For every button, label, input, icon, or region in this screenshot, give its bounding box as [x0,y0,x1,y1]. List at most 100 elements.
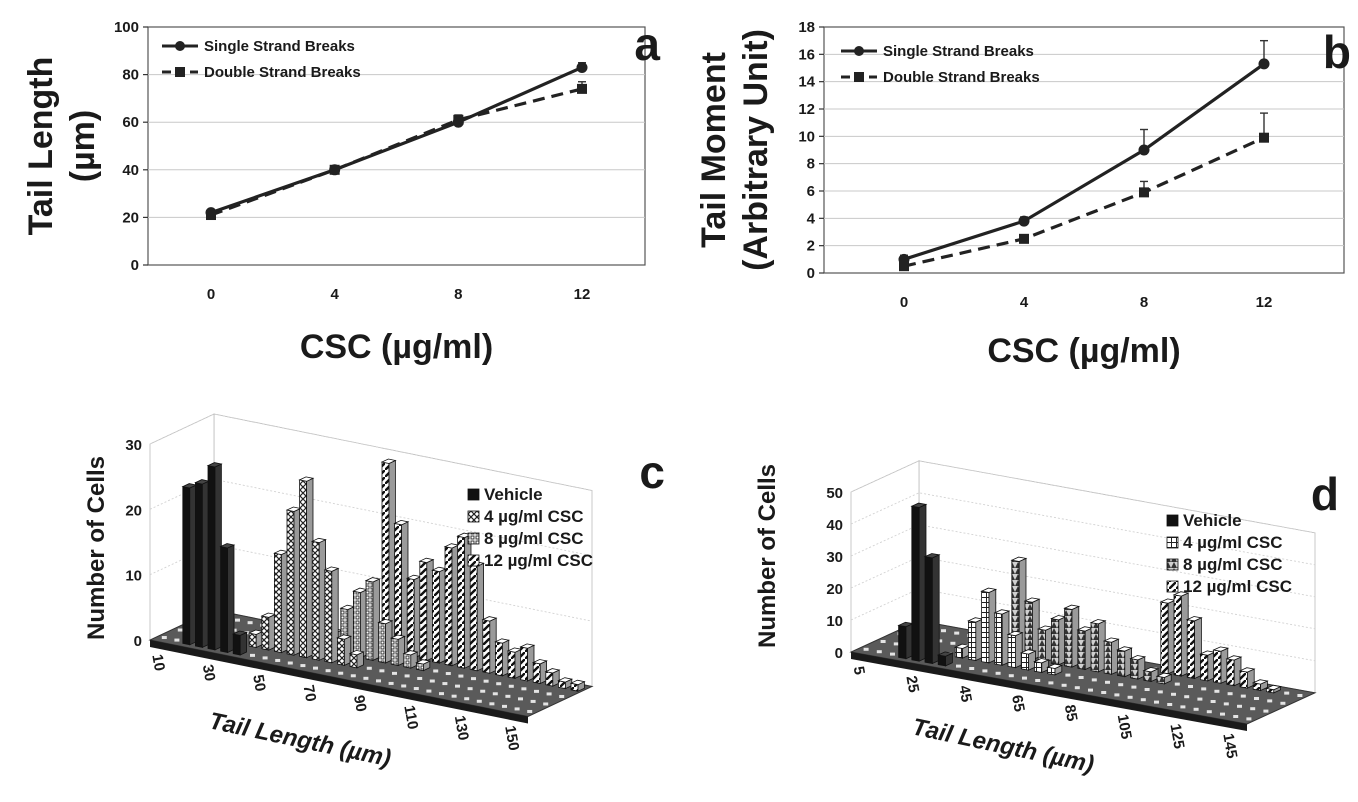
floor-cell [401,684,407,688]
bar-2-70 [323,566,340,664]
bar-4-115 [1199,650,1216,682]
floor-cell [1167,703,1173,706]
floor-cell [1127,695,1133,699]
bar-front [1064,607,1073,668]
data-point [1139,187,1149,198]
floor-cell [521,687,527,691]
bar-top [481,616,498,622]
y-tick-label: 12 [798,101,815,118]
floor-cell [476,699,482,703]
gridline [850,492,1316,566]
x-tick-label: 0 [207,286,215,303]
floor-cell [876,650,882,654]
legend-swatch [467,510,480,523]
bar-2-75 [336,634,353,667]
y-tick-label: 40 [122,162,139,179]
bar-4-135 [1251,679,1269,692]
x-tick-label: 8 [454,286,462,303]
bar-front [994,612,1003,666]
y-tick-label: 60 [122,114,139,131]
bar-4-120 [481,616,498,674]
y-tick-label: 16 [798,46,815,63]
floor-cell [1188,685,1193,688]
floor-cell [1297,694,1303,697]
floor-cell [426,689,432,693]
bar-top [910,502,928,508]
bar-4-150 [557,677,574,690]
data-point [899,261,909,272]
panel-label: a [634,18,660,70]
floor-cell [1171,692,1176,696]
floor-cell [464,697,470,701]
x-axis-title: CSC (µg/ml) [300,328,493,366]
bar-front [532,662,541,684]
x-tick-label: 25 [902,675,922,694]
bar-3-65 [1050,615,1067,666]
x-tick-label: 70 [300,684,320,703]
floor-cell [1206,710,1212,714]
bar-3-90 [1116,646,1133,678]
floor-cell [379,669,385,673]
bar-front [390,637,399,666]
x-tick-label: 12 [1256,294,1273,311]
bar-front [937,654,947,667]
bar-top [980,587,998,593]
bar-3-55 [1023,597,1041,661]
x-tick-label: 65 [1008,694,1028,713]
legend-marker [175,67,185,77]
x-tick-label: 90 [350,694,370,713]
bar-front [406,577,415,659]
bar-front [349,652,358,669]
bar-chart-3d-c: 0 10 20 30 10 30 50 70 90 110 130 150 Tail Length (µ… [83,413,665,772]
bar-top [1023,597,1041,603]
floor-cell [502,704,507,708]
bar-4-110 [456,532,473,669]
legend-swatch [1166,558,1179,571]
bar-1-20 [897,621,915,660]
x-tick-label: 8 [1140,294,1148,311]
floor-cell [480,689,486,693]
bar-front [336,637,345,666]
floor-cell [1048,681,1054,685]
y-axis-title: (Arbitrary Unit) [737,29,775,271]
bar-front [1130,658,1139,680]
x-tick-label: 45 [955,684,975,703]
bar-2-50 [993,609,1011,666]
bar-front [261,615,270,651]
floor-cell [1180,705,1186,709]
bar-top [1010,556,1028,562]
bar-1-25 [194,479,211,649]
bar-top [323,566,340,572]
floor-edge [851,652,1247,731]
y-tick-label: 40 [826,517,843,534]
data-point [577,83,587,94]
floor-cell [1101,691,1107,694]
floor-cell [1254,697,1259,700]
bar-3-105 [1155,672,1173,685]
floor-cell [1197,697,1203,701]
floor-cell [247,621,253,625]
floor-cell [404,674,410,678]
bar-front [924,556,933,664]
y-tick-label: 2 [807,238,815,255]
floor-cell [177,628,183,632]
floor-cell [338,671,344,675]
floor-cell [489,702,495,706]
floor-cell [429,679,435,683]
legend-label: Single Strand Breaks [204,38,355,55]
floor-cell [530,699,536,703]
y-tick-label: 4 [807,210,816,227]
bar-front [1033,661,1043,673]
bar-front [248,632,257,648]
x-axis-title: CSC (µg/ml) [987,332,1180,370]
floor-cell [508,684,514,688]
bar-front [1226,658,1235,687]
data-point [1019,233,1029,244]
legend-label: Double Strand Breaks [204,64,361,81]
bar-front [207,465,216,651]
data-point [206,210,216,221]
bar-front [1020,652,1030,671]
bar-2-50 [273,549,290,654]
bar-4-140 [1265,684,1282,694]
floor-cell [559,694,565,698]
